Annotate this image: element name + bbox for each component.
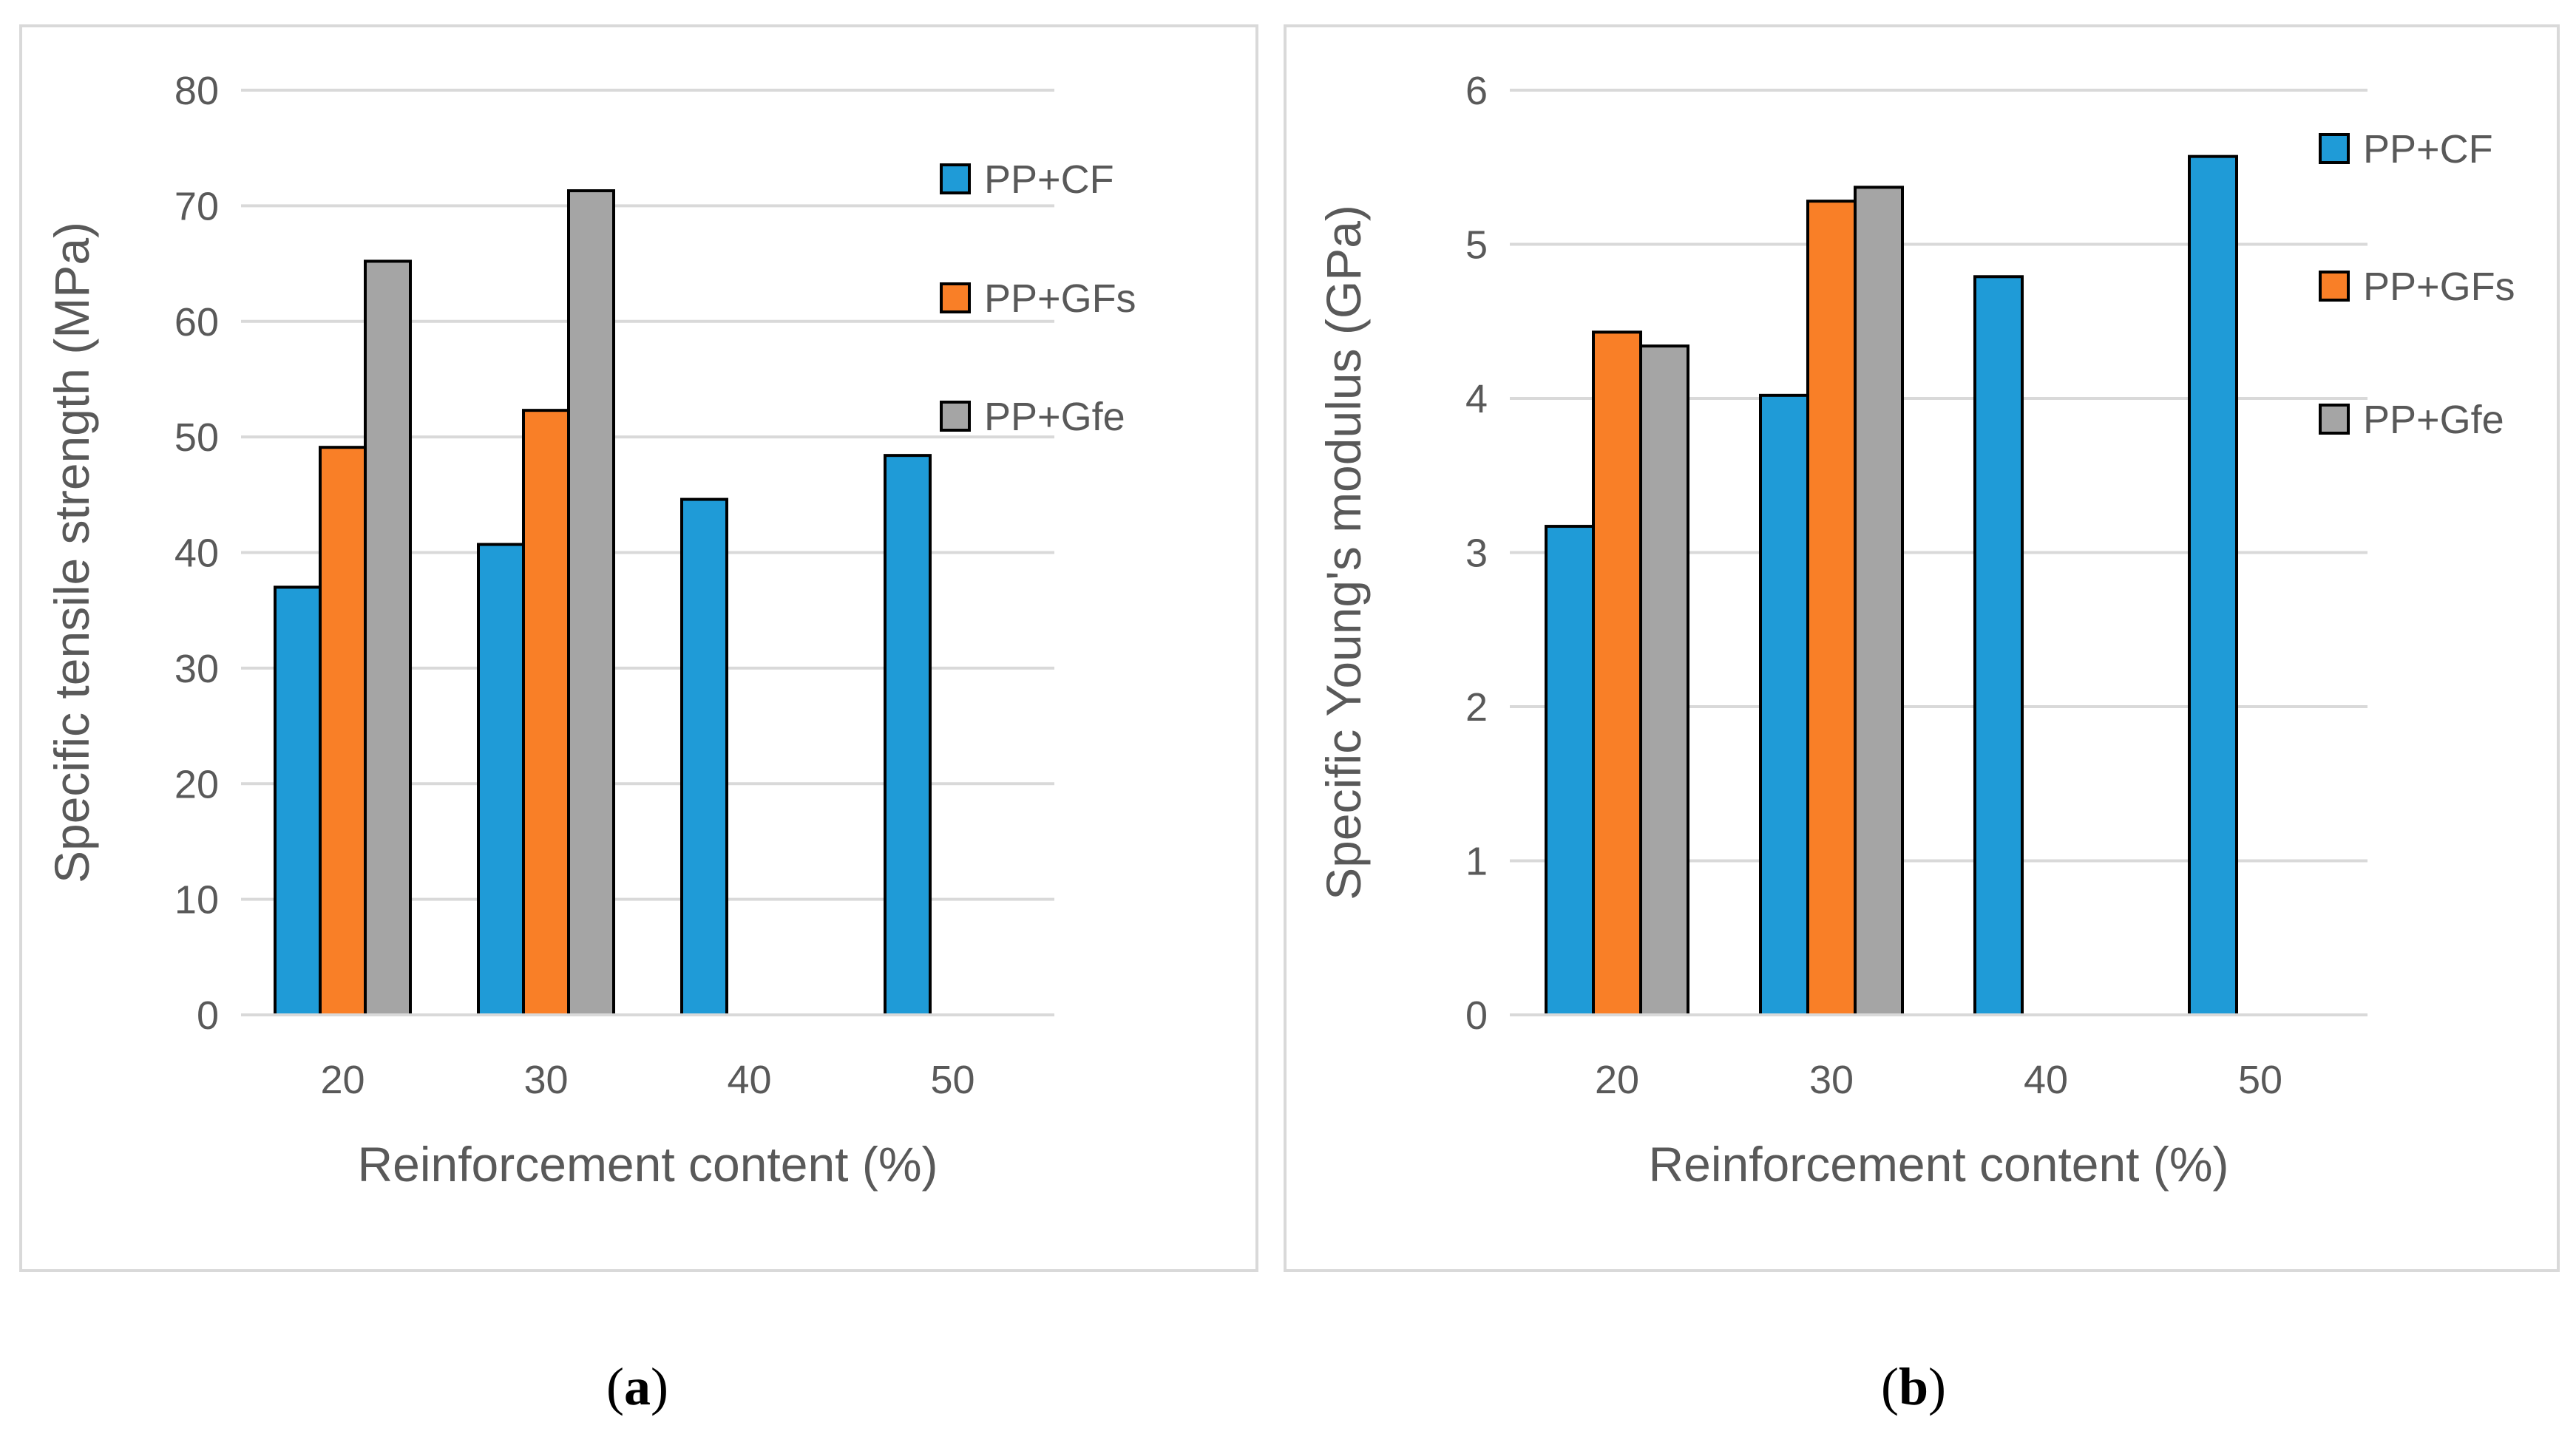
legend-label: PP+CF [2363,127,2493,171]
y-tick-label: 0 [1465,993,1488,1038]
bar-pp-cf-20 [274,585,322,1016]
legend-swatch [2319,404,2350,435]
bar-pp-cf-50 [2188,154,2238,1016]
y-axis-title: Specific Young's modulus (GPa) [1316,205,1371,900]
bar-pp-gfe-20 [1639,344,1689,1016]
y-tick-label: 5 [1465,223,1488,268]
y-tick-label: 50 [174,415,219,460]
x-tick-label: 40 [727,1058,771,1102]
x-tick-label: 30 [1809,1058,1854,1102]
legend-swatch [2319,133,2350,164]
legend-label: PP+GFs [984,276,1136,321]
y-tick-label: 40 [174,531,219,576]
bar-pp-gfs-20 [319,446,367,1016]
y-tick-label: 10 [174,878,219,922]
y-tick-label: 20 [174,762,219,806]
chart-panel-b: 0 1 2 3 4 5 6 20 30 40 50 Reinforcement content (%)… [1284,24,2560,1272]
y-tick-label: 60 [174,300,219,344]
y-axis-title: Specific tensile strength (MPa) [44,222,99,883]
y-tick-label: 70 [174,184,219,228]
x-tick-label: 40 [2024,1058,2068,1102]
bar-pp-cf-40 [680,497,728,1016]
y-tick-label: 6 [1465,69,1488,113]
bar-pp-gfs-20 [1592,330,1642,1017]
legend-swatch [2319,271,2350,302]
y-tick-label: 0 [197,993,219,1038]
legend-label: PP+Gfe [2363,398,2504,442]
bar-pp-cf-30 [1759,393,1809,1016]
bar-pp-gfs-30 [1806,200,1857,1016]
caption-b: (b) [1880,1357,1947,1416]
chart-panel-a: 0 10 20 30 40 50 60 70 80 20 30 40 50 Reinforcement c… [19,24,1258,1272]
x-tick-label: 20 [320,1058,365,1102]
y-tick-label: 1 [1465,840,1488,884]
x-tick-label: 20 [1595,1058,1639,1102]
legend-label: PP+CF [984,157,1114,202]
bar-pp-gfe-20 [364,259,412,1016]
bar-pp-cf-20 [1545,525,1595,1016]
bar-pp-gfs-30 [522,409,570,1016]
x-tick-label: 50 [2238,1058,2282,1102]
legend-label: PP+GFs [2363,265,2515,309]
x-tick-label: 30 [523,1058,568,1102]
y-tick-label: 30 [174,647,219,691]
bar-pp-gfe-30 [567,189,615,1016]
bar-pp-cf-30 [477,543,525,1016]
x-axis-title: Reinforcement content (%) [1648,1137,2228,1192]
bar-pp-cf-40 [1973,275,2024,1017]
chart-a-svg: 0 10 20 30 40 50 60 70 80 20 30 40 50 Reinforcement c… [44,69,1136,1192]
bar-pp-cf-50 [884,454,932,1016]
x-tick-label: 50 [930,1058,975,1102]
legend-swatch [940,401,971,432]
caption-a: (a) [606,1357,668,1416]
y-tick-label: 80 [174,69,219,113]
y-tick-label: 4 [1465,377,1488,421]
y-tick-label: 2 [1465,685,1488,730]
x-axis-title: Reinforcement content (%) [357,1137,938,1192]
y-tick-label: 3 [1465,531,1488,576]
bar-pp-gfe-30 [1854,186,1904,1017]
legend-swatch [940,282,971,313]
legend-label: PP+Gfe [984,395,1125,439]
legend-swatch [940,163,971,194]
